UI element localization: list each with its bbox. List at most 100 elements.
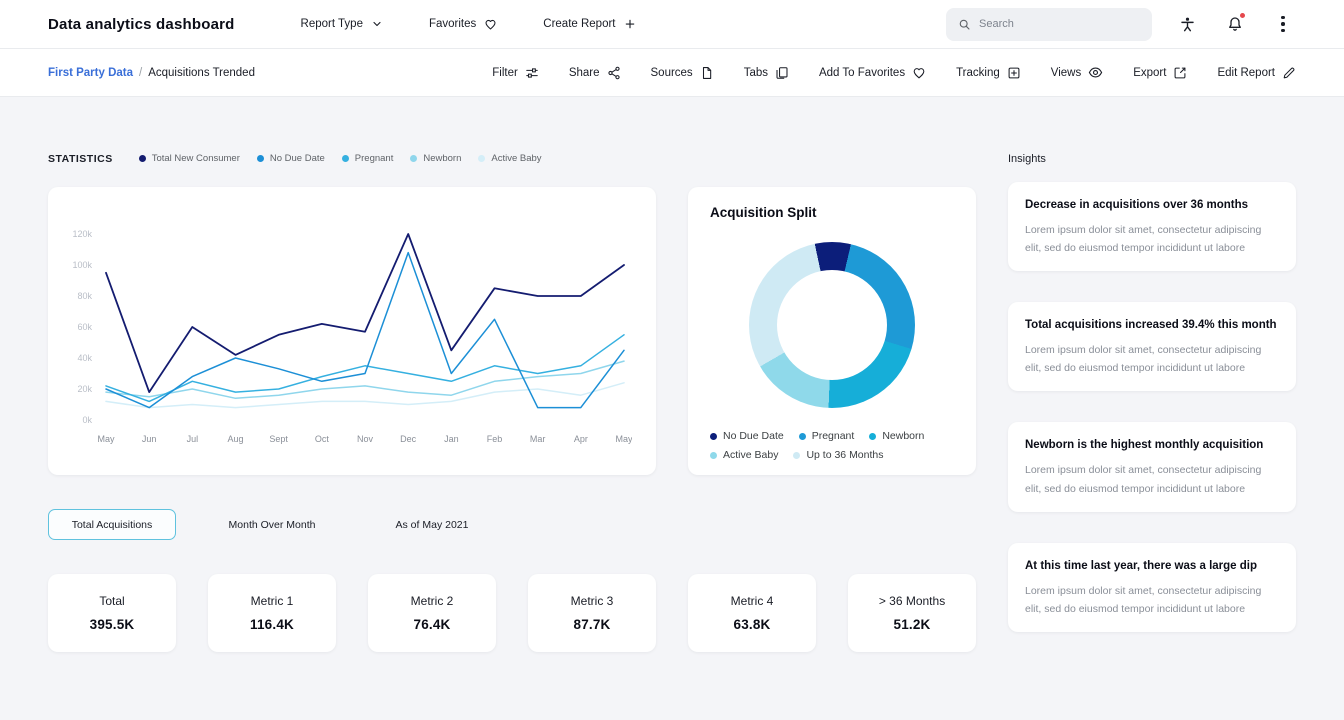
- metric-value: 395.5K: [89, 617, 135, 632]
- metric-card-36-months: > 36 Months 51.2K: [848, 574, 976, 652]
- edit-report-label: Edit Report: [1217, 66, 1275, 79]
- insight-body: Lorem ipsum dolor sit amet, consectetur …: [1025, 224, 1262, 255]
- svg-text:60k: 60k: [77, 322, 92, 332]
- line-chart-svg: 0k 20k 40k 60k 80k 100k 120k May Jun Jul Aug Sept Oc…: [72, 229, 632, 444]
- export-button-label: Export: [1133, 66, 1167, 79]
- metric-card-3: Metric 3 87.7K: [528, 574, 656, 652]
- legend-dot: [869, 432, 877, 440]
- total-acquisitions-button[interactable]: Total Acquisitions: [48, 509, 176, 540]
- filter-icon: [525, 66, 539, 80]
- legend-item-no-due-date: No Due Date: [256, 153, 325, 164]
- charts-row: 0k 20k 40k 60k 80k 100k 120k May Jun Jul Aug Sept Oc…: [48, 187, 976, 475]
- nav-report-type[interactable]: Report Type: [301, 18, 383, 30]
- insight-card-last-year-dip: At this time last year, there was a larg…: [1008, 542, 1296, 632]
- metric-card-1: Metric 1 116.4K: [208, 574, 336, 652]
- nav-favorites-label: Favorites: [428, 18, 477, 30]
- tracking-button[interactable]: Tracking: [956, 66, 1021, 80]
- breadcrumb: First Party Data / Acquisitions Trended: [48, 67, 255, 79]
- legend-label: Newborn: [882, 430, 925, 442]
- donut-legend-pregnant: Pregnant: [798, 430, 854, 442]
- insight-body: Lorem ipsum dolor sit amet, consectetur …: [1025, 464, 1262, 495]
- insight-title: Decrease in acquisitions over 36 months: [1025, 199, 1249, 211]
- svg-text:May: May: [615, 434, 632, 444]
- donut-chart-title: Acquisition Split: [710, 205, 817, 220]
- legend-dot: [138, 155, 146, 162]
- nav-create-report[interactable]: Create Report: [543, 18, 635, 30]
- insight-title: Total acquisitions increased 39.4% this …: [1025, 319, 1277, 332]
- metric-label: > 36 Months: [878, 594, 946, 608]
- search-input[interactable]: [979, 18, 1140, 30]
- add-to-favorites-label: Add To Favorites: [818, 66, 906, 79]
- tabs-button[interactable]: Tabs: [744, 66, 789, 80]
- add-to-favorites-button[interactable]: Add To Favorites: [819, 66, 926, 80]
- legend-dot: [710, 432, 717, 440]
- donut-legend-active-baby: Active Baby: [710, 449, 778, 461]
- svg-text:Jan: Jan: [444, 434, 459, 444]
- notifications-button[interactable]: [1222, 11, 1248, 37]
- svg-text:Dec: Dec: [400, 434, 417, 444]
- svg-text:Apr: Apr: [574, 434, 588, 444]
- insight-body: Lorem ipsum dolor sit amet, consectetur …: [1025, 344, 1262, 375]
- svg-text:Aug: Aug: [227, 434, 243, 444]
- sources-button[interactable]: Sources: [651, 66, 714, 80]
- tracking-icon: [1007, 66, 1021, 80]
- pencil-icon: [1282, 66, 1296, 80]
- svg-text:Sept: Sept: [269, 434, 288, 444]
- toolbar-actions: Filter Share Sources Tabs Add To Favorit…: [492, 65, 1296, 80]
- eye-icon: [1088, 65, 1103, 80]
- breadcrumb-current: Acquisitions Trended: [148, 66, 255, 79]
- insight-title: At this time last year, there was a larg…: [1025, 559, 1258, 572]
- breadcrumb-link[interactable]: First Party Data: [48, 66, 134, 79]
- tabs-button-label: Tabs: [743, 66, 768, 79]
- metric-value: 76.4K: [413, 617, 451, 632]
- legend-item-pregnant: Pregnant: [341, 153, 393, 164]
- views-button[interactable]: Views: [1051, 65, 1103, 80]
- svg-text:Jun: Jun: [142, 434, 157, 444]
- export-button[interactable]: Export: [1133, 66, 1187, 80]
- legend-dot: [341, 155, 349, 162]
- search-box[interactable]: [946, 7, 1152, 41]
- statistics-label: STATISTICS: [48, 152, 113, 165]
- svg-text:Nov: Nov: [357, 434, 374, 444]
- legend-label: Active Baby: [491, 153, 542, 164]
- edit-report-button[interactable]: Edit Report: [1217, 66, 1296, 80]
- statistics-header: STATISTICS Total New Consumer No Due Dat…: [48, 152, 976, 165]
- main-content: STATISTICS Total New Consumer No Due Dat…: [0, 97, 1344, 652]
- controls-row: Total Acquisitions Month Over Month As o…: [48, 509, 976, 540]
- metric-card-4: Metric 4 63.8K: [688, 574, 816, 652]
- donut-wrap: [710, 220, 954, 430]
- donut-legend-no-due-date: No Due Date: [710, 430, 784, 442]
- legend-dot: [410, 155, 418, 162]
- nav-menu: Report Type Favorites Create Report: [301, 18, 636, 31]
- insight-card-newborn-highest: Newborn is the highest monthly acquisiti…: [1008, 422, 1296, 512]
- svg-text:Feb: Feb: [487, 434, 503, 444]
- legend-dot: [478, 155, 486, 162]
- legend-item-newborn: Newborn: [410, 153, 461, 164]
- kebab-menu-icon: [1281, 15, 1285, 33]
- search-icon: [958, 18, 971, 31]
- nav-favorites[interactable]: Favorites: [429, 18, 497, 31]
- svg-text:80k: 80k: [77, 291, 92, 301]
- legend-label: Total New Consumer: [151, 153, 240, 164]
- accessibility-button[interactable]: [1174, 11, 1200, 37]
- line-chart-legend: Total New Consumer No Due Date Pregnant …: [138, 153, 542, 164]
- metric-value: 116.4K: [250, 617, 294, 632]
- donut-legend-newborn: Newborn: [869, 430, 924, 442]
- share-button[interactable]: Share: [569, 66, 621, 80]
- share-icon: [607, 66, 621, 80]
- legend-dot: [710, 451, 717, 459]
- metric-label: Metric 1: [250, 594, 294, 608]
- chevron-down-icon: [371, 18, 383, 30]
- metric-label: Total: [99, 594, 125, 608]
- donut-legend: No Due Date Pregnant Newborn Active Baby: [710, 430, 954, 461]
- insights-title: Insights: [1008, 152, 1046, 165]
- metrics-row: Total 395.5K Metric 1 116.4K Metric 2 76…: [48, 574, 976, 652]
- export-icon: [1173, 66, 1187, 80]
- more-menu-button[interactable]: [1270, 11, 1296, 37]
- acquisitions-line-chart-card: 0k 20k 40k 60k 80k 100k 120k May Jun Jul Aug Sept Oc…: [48, 187, 656, 475]
- notification-badge: [1239, 12, 1246, 19]
- legend-dot: [793, 451, 801, 459]
- metric-label: Metric 4: [730, 594, 774, 608]
- metric-card-2: Metric 2 76.4K: [368, 574, 496, 652]
- filter-button[interactable]: Filter: [492, 66, 539, 80]
